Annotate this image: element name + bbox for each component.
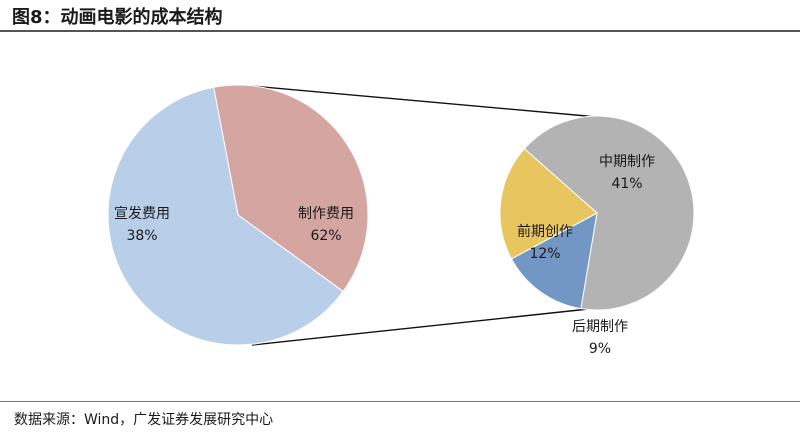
label-pre-production-name: 前期创作: [517, 223, 573, 240]
pie-slice-promotion: [213, 84, 369, 293]
label-post-production-value: 9%: [589, 341, 611, 357]
pie-slice-pre-production: [499, 148, 598, 260]
label-mid-production-name: 中期制作: [599, 154, 655, 170]
label-pre-production-value: 12%: [529, 246, 560, 262]
pie-slice-mid-production: [523, 115, 695, 311]
page-title: 图8：动画电影的成本结构: [12, 7, 223, 28]
label-production-name: 制作费用: [298, 206, 354, 222]
header: 图8：动画电影的成本结构: [0, 0, 800, 30]
cost-structure-chart: 宣发费用 38% 制作费用 62% 中期制作 41% 前期创作 12% 后期制作…: [107, 84, 695, 357]
label-production-value: 62%: [310, 228, 341, 244]
main-pie: [107, 84, 369, 346]
label-mid-production-value: 41%: [611, 176, 642, 192]
connector-line-top: [251, 85, 599, 118]
production-pie: [499, 115, 695, 311]
label-promotion-name: 宣发费用: [114, 206, 170, 222]
title-divider: [0, 30, 800, 32]
connector-line-bottom: [251, 307, 599, 346]
footer-divider: [0, 401, 800, 402]
label-promotion-value: 38%: [126, 228, 157, 244]
pie-slice-post-production: [510, 212, 598, 310]
pie-slice-production: [107, 86, 344, 346]
source-note: 数据来源：Wind，广发证券发展研究中心: [14, 412, 274, 428]
label-post-production-name: 后期制作: [572, 319, 628, 335]
